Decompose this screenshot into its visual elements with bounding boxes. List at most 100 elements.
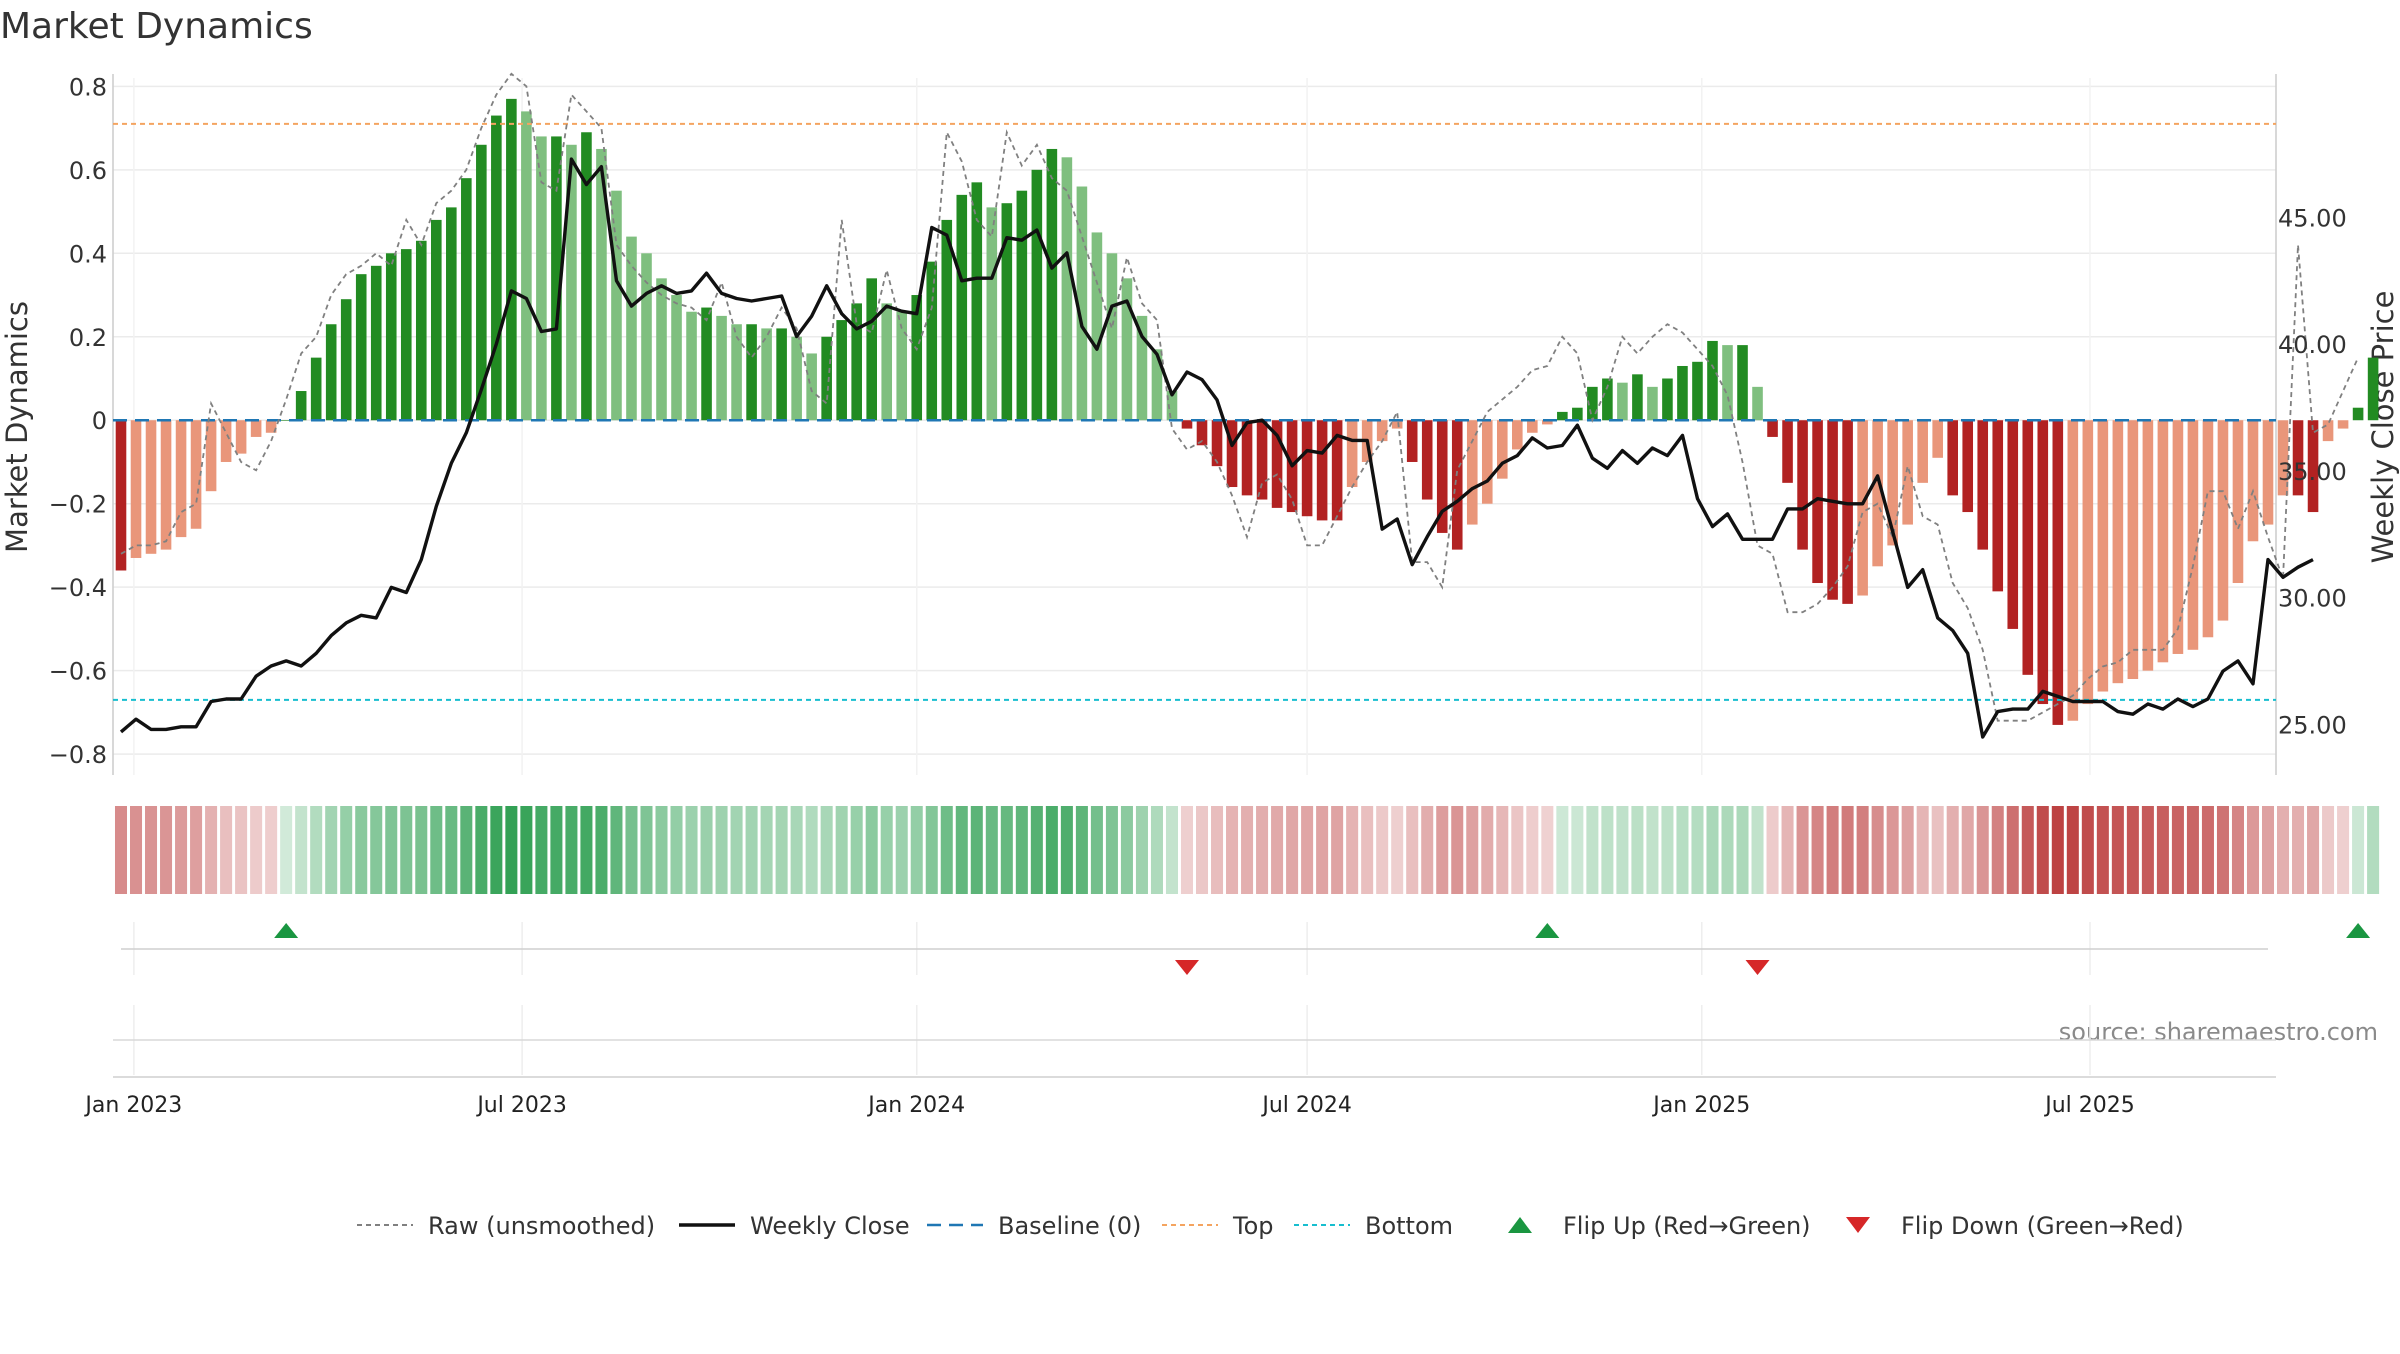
momentum-bar xyxy=(1241,420,1253,496)
heatmap-cell xyxy=(1586,806,1599,894)
heatmap-cell xyxy=(1751,806,1764,894)
heatmap-cell xyxy=(625,806,638,894)
left-tick-label: 0 xyxy=(92,407,107,435)
momentum-bar xyxy=(746,324,757,421)
heatmap-cell xyxy=(1841,806,1854,894)
heatmap-cell xyxy=(130,806,143,894)
legend-item-raw: Raw (unsmoothed) xyxy=(357,1212,655,1240)
right-tick-label: 45.00 xyxy=(2278,204,2347,232)
legend-item-baseline: Baseline (0) xyxy=(927,1212,1141,1240)
legend-swatch xyxy=(1846,1217,1870,1233)
momentum-bar xyxy=(310,357,322,421)
momentum-bar xyxy=(1782,420,1793,483)
heatmap-cell xyxy=(1691,806,1704,894)
right-tick-label: 25.00 xyxy=(2278,711,2347,739)
momentum-bar xyxy=(115,420,127,571)
heatmap-cell xyxy=(475,806,488,894)
momentum-bar xyxy=(1031,169,1043,421)
heatmap-cell xyxy=(2006,806,2019,894)
momentum-bar xyxy=(701,307,712,421)
momentum-bar xyxy=(1692,361,1703,421)
heatmap-cell xyxy=(1556,806,1569,894)
momentum-bar xyxy=(1016,190,1028,421)
axis-ticks: 0.8 0.6 0.4 0.2 0 −0.2 −0.4 −0.6 −0.8 45.00 40.00 3… xyxy=(49,73,2347,1118)
legend-label: Flip Up (Red→Green) xyxy=(1563,1212,1811,1240)
momentum-bar xyxy=(205,420,217,492)
heatmap-cell xyxy=(880,806,893,894)
momentum-bar xyxy=(1406,420,1418,462)
momentum-bar xyxy=(1602,378,1613,421)
heatmap-cell xyxy=(2231,806,2244,894)
heatmap-cell xyxy=(460,806,473,894)
legend-item-close: Weekly Close xyxy=(679,1212,910,1240)
heatmap-cell xyxy=(1391,806,1404,894)
heatmap-cell xyxy=(1916,806,1929,894)
heatmap-cell xyxy=(2277,806,2290,894)
heatmap-cell xyxy=(1781,806,1794,894)
flip-up-marker xyxy=(2346,923,2371,938)
momentum-bar xyxy=(896,311,908,421)
legend-swatch xyxy=(1508,1217,1532,1233)
momentum-bar xyxy=(2277,420,2289,496)
momentum-bar xyxy=(2022,420,2034,675)
momentum-bar xyxy=(731,324,742,421)
heatmap-cell xyxy=(310,806,323,894)
momentum-bar xyxy=(2322,420,2334,442)
heatmap-cell xyxy=(1045,806,1058,894)
heatmap-cell xyxy=(160,806,173,894)
momentum-bar xyxy=(160,420,172,550)
momentum-bar xyxy=(2217,420,2229,621)
momentum-bar xyxy=(1451,420,1463,550)
heatmap-cell xyxy=(610,806,623,894)
legend-label: Raw (unsmoothed) xyxy=(428,1212,655,1240)
momentum-bar xyxy=(551,136,562,421)
heatmap-cell xyxy=(295,806,308,894)
heatmap-cell xyxy=(790,806,803,894)
momentum-bar xyxy=(2127,420,2139,680)
momentum-bar xyxy=(2262,420,2274,525)
heatmap-cell xyxy=(1301,806,1314,894)
left-tick-label: 0.8 xyxy=(69,73,107,101)
left-tick-label: 0.4 xyxy=(69,240,107,268)
heatmap-cell xyxy=(535,806,548,894)
chart-title: Market Dynamics xyxy=(0,6,313,47)
momentum-bar xyxy=(521,111,532,421)
heatmap-cell xyxy=(565,806,578,894)
heatmap-cell xyxy=(2126,806,2139,894)
heatmap-cell xyxy=(1871,806,1884,894)
momentum-bar xyxy=(325,324,337,421)
momentum-bar xyxy=(1752,386,1763,421)
heatmap-cell xyxy=(715,806,728,894)
momentum-bar xyxy=(1572,407,1583,421)
momentum-bar xyxy=(2352,407,2364,421)
momentum-bar xyxy=(866,278,877,421)
heatmap-cell xyxy=(925,806,938,894)
heatmap-cell xyxy=(1090,806,1103,894)
momentum-bar xyxy=(1466,420,1478,525)
heatmap-cell xyxy=(1811,806,1824,894)
heatmap-cell xyxy=(1946,806,1959,894)
momentum-bar xyxy=(2337,420,2349,429)
momentum-bar xyxy=(1436,420,1448,533)
heatmap-cell xyxy=(2036,806,2049,894)
momentum-bar xyxy=(641,253,652,421)
momentum-bar xyxy=(911,295,923,421)
heatmap-cell xyxy=(1616,806,1629,894)
momentum-bar xyxy=(2007,420,2019,629)
heatmap-cell xyxy=(1346,806,1359,894)
momentum-bar xyxy=(461,178,472,421)
momentum-bar xyxy=(1977,420,1989,550)
heatmap-cell xyxy=(1150,806,1163,894)
heatmap-cell xyxy=(430,806,443,894)
heatmap-cell xyxy=(550,806,563,894)
momentum-bar xyxy=(1316,420,1328,521)
momentum-bar xyxy=(761,328,772,421)
heatmap-cell xyxy=(805,806,818,894)
heatmap-cell xyxy=(1406,806,1419,894)
right-tick-label: 40.00 xyxy=(2278,331,2347,359)
heatmap-cell xyxy=(940,806,953,894)
heatmap-cell xyxy=(580,806,593,894)
flip-up-marker xyxy=(274,923,299,938)
heatmap-cell xyxy=(2367,806,2380,894)
heatmap-cell xyxy=(1646,806,1659,894)
